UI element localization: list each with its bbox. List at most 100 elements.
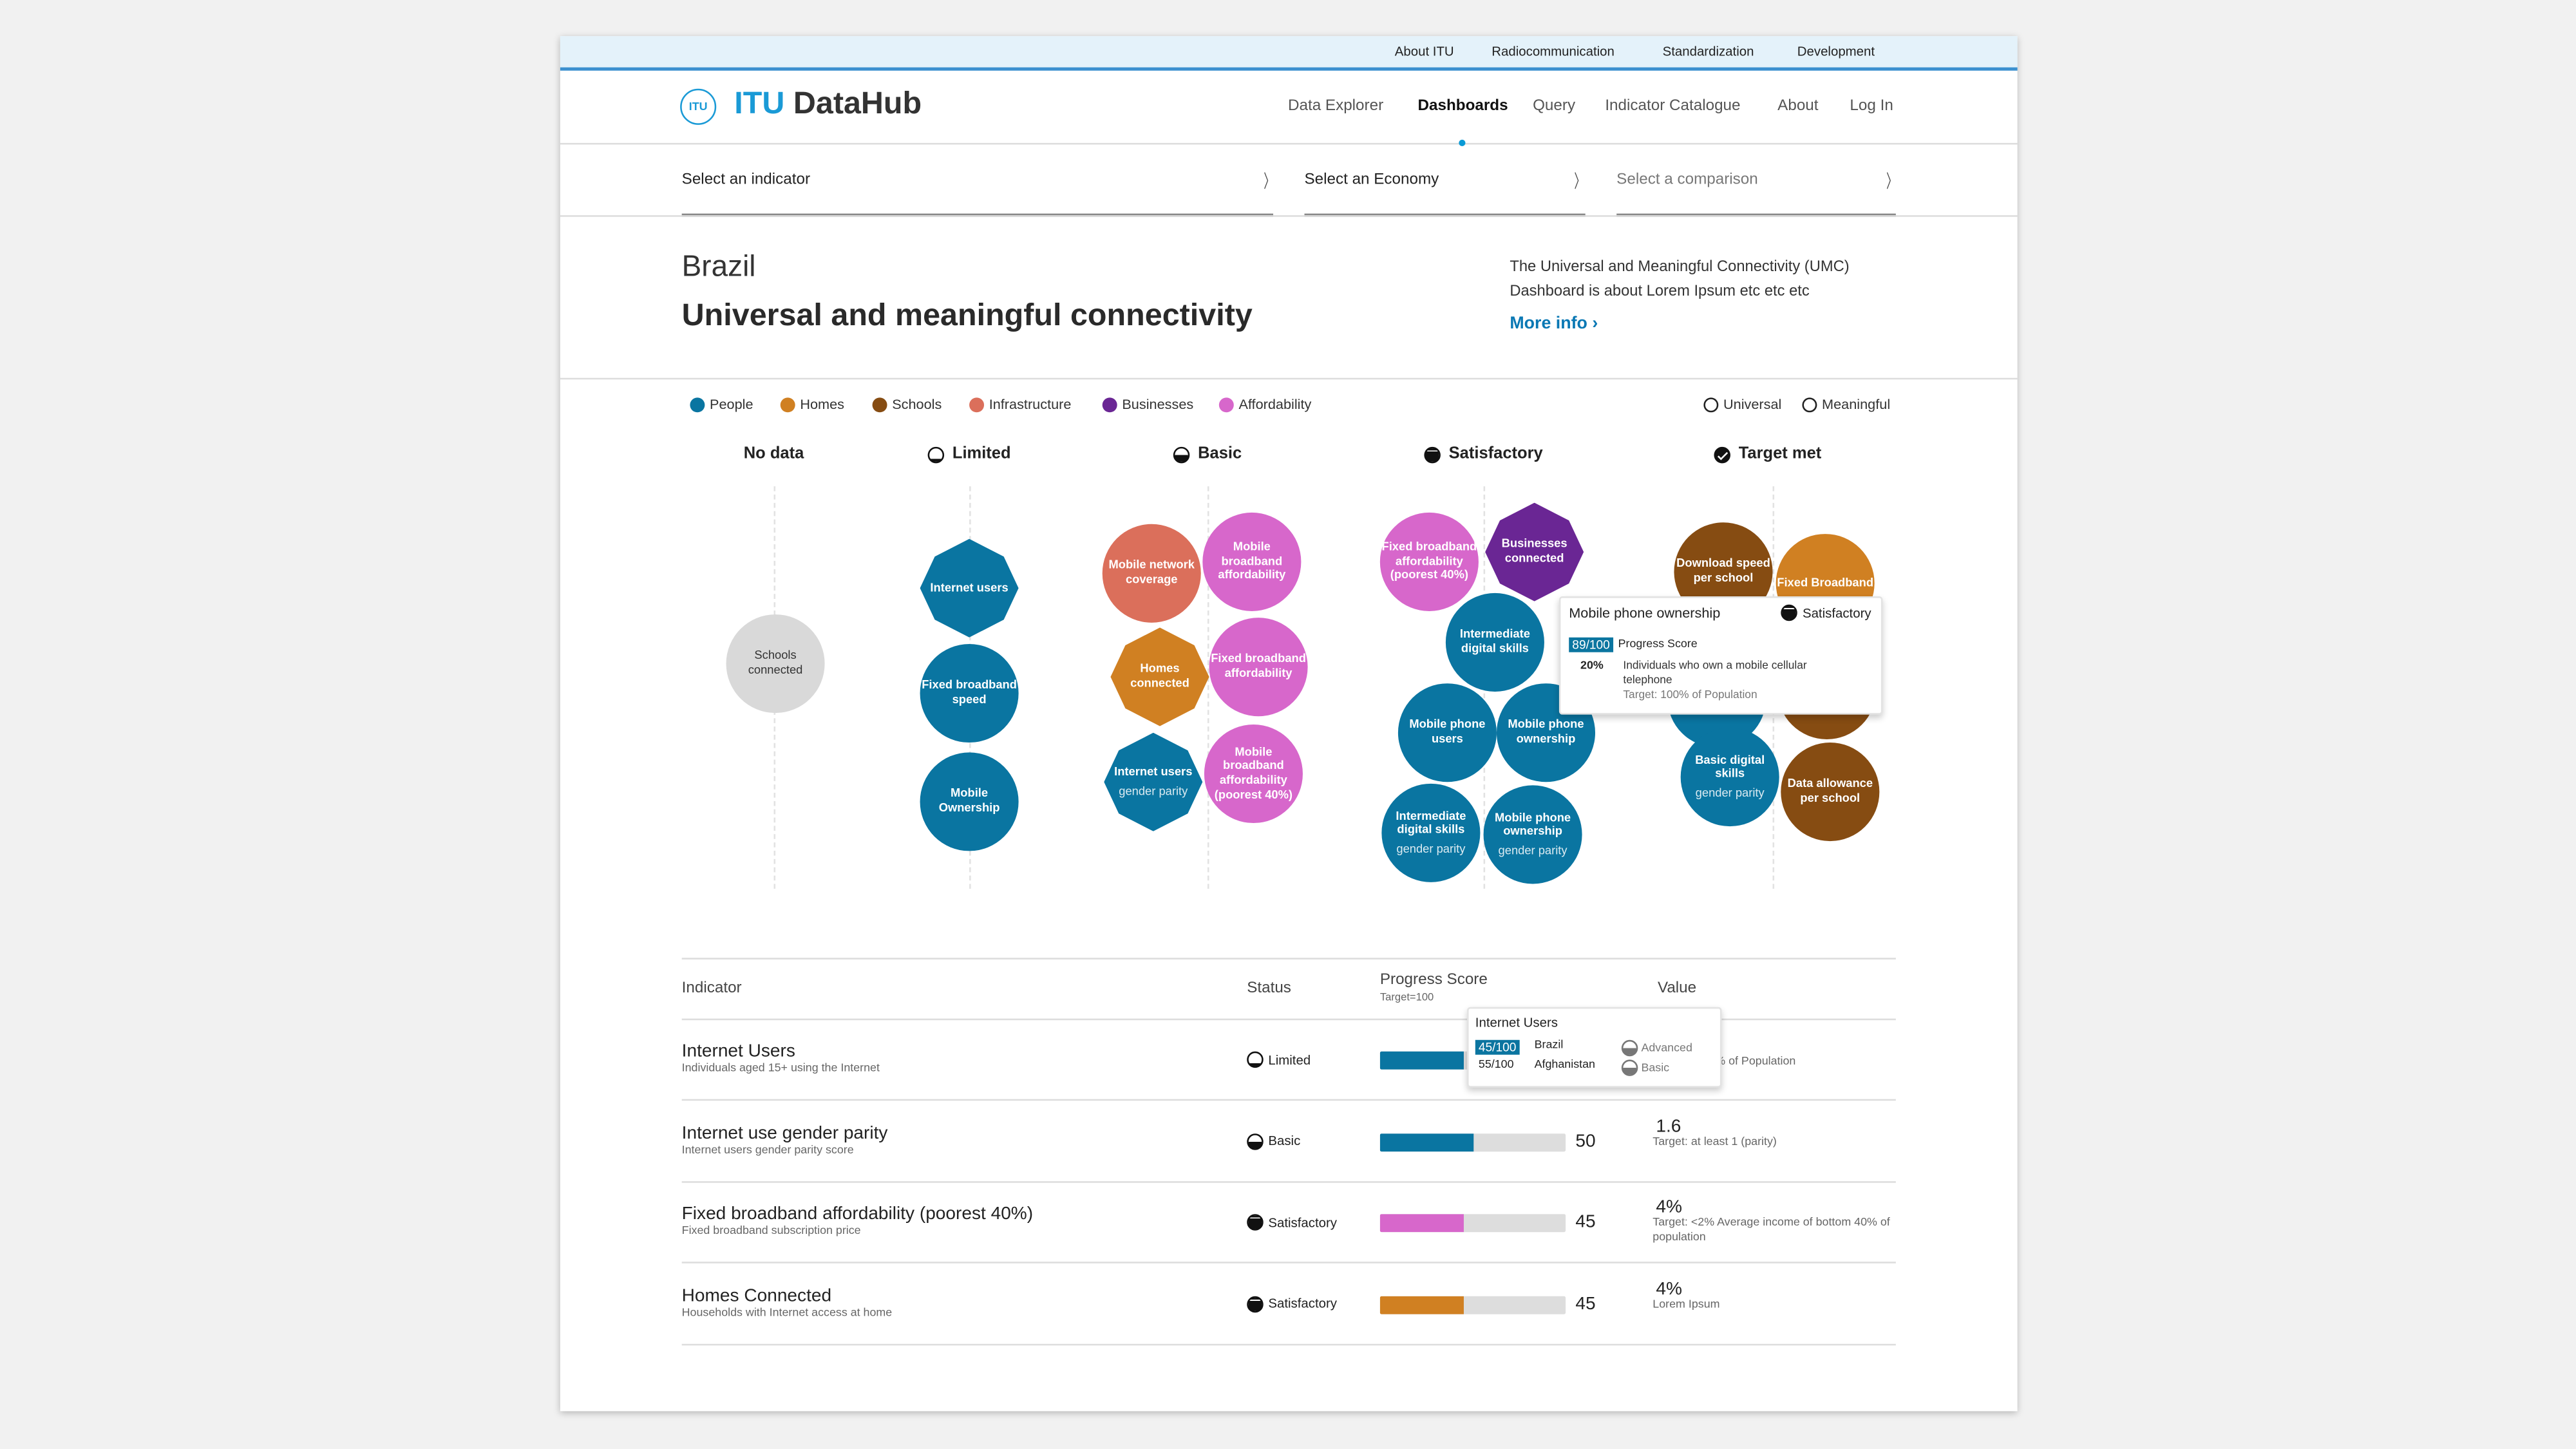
chevron-right-icon[interactable]: 〉 — [1264, 172, 1275, 193]
top-link-radiocommunication[interactable]: Radiocommunication — [1492, 44, 1615, 59]
indicator-select[interactable]: Select an indicator — [681, 171, 811, 189]
tooltip-title: Mobile phone ownership — [1569, 604, 1721, 621]
indicator-name[interactable]: Fixed broadband affordability (poorest 4… — [681, 1204, 1034, 1224]
bubble-label: Basic digital skills — [1695, 752, 1765, 781]
bubble-label: Internet users — [1114, 763, 1193, 779]
legend-item-infrastructure[interactable]: Infrastructure — [969, 396, 1071, 412]
satisfactory-status-icon — [1247, 1214, 1264, 1231]
indicator-bubble[interactable]: Fixed broadband affordability — [1209, 618, 1308, 717]
column-label: Satisfactory — [1448, 445, 1543, 464]
nav-about[interactable]: About — [1777, 97, 1819, 115]
indicator-bubble[interactable]: Data allowance per school — [1781, 743, 1880, 842]
people-dot-icon — [690, 397, 705, 412]
satisfactory-status-icon — [1781, 604, 1798, 621]
bubble-sublabel: gender parity — [1695, 784, 1765, 800]
circle-outline-icon — [1703, 397, 1719, 412]
legend-label: Businesses — [1122, 395, 1194, 413]
indicator-bubble[interactable]: Fixed broadband speed — [920, 643, 1019, 743]
bubble-label: Mobile broadband affordability — [1218, 539, 1286, 582]
nav-log-in[interactable]: Log In — [1850, 97, 1893, 115]
tooltip-row: 55/100 Afghanistan — [1479, 1059, 1595, 1071]
column-header-value[interactable]: Value — [1657, 979, 1697, 998]
indicator-value: 4% — [1656, 1197, 1682, 1218]
indicator-bubble[interactable]: Basic digital skills gender parity — [1680, 728, 1779, 827]
bubble-label: Data allowance per school — [1787, 776, 1873, 805]
target-status-icon — [1714, 446, 1730, 463]
description-line-1: The Universal and Meaningful Connectivit… — [1510, 258, 1850, 275]
indicator-bubble[interactable]: Mobile phone users — [1397, 683, 1497, 782]
brand-datahub: DataHub — [793, 87, 922, 122]
bubble-label: Homes connected — [1130, 661, 1189, 690]
more-info-link[interactable]: More info › — [1510, 314, 1598, 334]
status-cell: Limited — [1247, 1051, 1311, 1068]
chevron-right-icon[interactable]: 〉 — [1574, 172, 1586, 193]
selector-divider — [560, 215, 2018, 217]
legend-label: Affordability — [1238, 395, 1312, 413]
tooltip-score-row: 89/100 Progress Score — [1569, 637, 1698, 652]
legend-label: Schools — [892, 395, 942, 413]
column-header-progress[interactable]: Progress Score — [1379, 971, 1488, 989]
tooltip-target: Target: 100% of Population — [1623, 690, 1757, 702]
indicator-bubble[interactable]: Mobile phone ownership gender parity — [1483, 785, 1582, 884]
legend-meaningful[interactable]: Meaningful — [1802, 396, 1890, 412]
progress-bar — [1379, 1295, 1566, 1314]
top-link-standardization[interactable]: Standardization — [1662, 44, 1754, 59]
brand-name[interactable]: ITU DataHub — [734, 87, 922, 123]
indicator-bubble[interactable]: Mobile Ownership — [920, 752, 1019, 851]
limited-status-icon — [927, 446, 945, 463]
logo-text: ITU — [688, 100, 708, 113]
legend-universal[interactable]: Universal — [1703, 396, 1781, 412]
legend-item-schools[interactable]: Schools — [872, 395, 942, 413]
comparison-select[interactable]: Select a comparison — [1616, 171, 1758, 189]
affordability-dot-icon — [1218, 397, 1234, 412]
itu-logo-icon[interactable]: ITU — [680, 88, 717, 125]
indicator-description: Individuals aged 15+ using the Internet — [681, 1063, 880, 1075]
nav-data-explorer[interactable]: Data Explorer — [1287, 97, 1384, 115]
indicator-name[interactable]: Internet use gender parity — [681, 1122, 888, 1143]
indicator-bubble[interactable]: Schools connected — [726, 614, 825, 714]
basic-status-icon — [1247, 1132, 1264, 1150]
bubble-label: Mobile Ownership — [938, 786, 1000, 815]
legend-item-people[interactable]: People — [690, 396, 753, 412]
homes-dot-icon — [780, 397, 795, 412]
column-header-indicator[interactable]: Indicator — [681, 979, 742, 998]
indicator-select-underline — [681, 213, 1274, 216]
bubble-sublabel: gender parity — [1119, 782, 1188, 798]
column-header-status[interactable]: Status — [1247, 979, 1291, 998]
column-label: Basic — [1198, 445, 1242, 464]
indicator-bubble[interactable]: Mobile network coverage — [1102, 524, 1201, 623]
indicator-name[interactable]: Internet Users — [681, 1041, 795, 1061]
status-label: Satisfactory — [1268, 1215, 1337, 1230]
tooltip-status: Satisfactory — [1781, 604, 1871, 621]
bubble-label: Intermediate digital skills — [1459, 626, 1530, 656]
indicator-name[interactable]: Homes Connected — [681, 1285, 832, 1305]
indicator-bubble[interactable]: Mobile broadband affordability (poorest … — [1204, 724, 1303, 824]
indicator-value: 1.6 — [1656, 1116, 1681, 1137]
nav-query[interactable]: Query — [1533, 97, 1576, 115]
chevron-right-icon[interactable]: 〉 — [1886, 172, 1897, 193]
legend-item-businesses[interactable]: Businesses — [1102, 395, 1194, 413]
legend-item-homes[interactable]: Homes — [780, 396, 844, 412]
column-label: Target met — [1738, 445, 1822, 464]
top-link-development[interactable]: Development — [1797, 44, 1875, 59]
indicator-bubble[interactable]: Intermediate digital skills gender parity — [1381, 783, 1481, 882]
progress-target-note: Target=100 — [1379, 992, 1434, 1004]
bubble-sublabel: gender parity — [1498, 842, 1567, 858]
top-link-about-itu[interactable]: About ITU — [1394, 44, 1454, 59]
indicator-value: 4% — [1656, 1278, 1682, 1299]
economy-select[interactable]: Select an Economy — [1304, 171, 1439, 189]
value-description: Target: at least 1 (parity) — [1653, 1136, 1777, 1148]
bubble-label: Intermediate digital skills — [1396, 808, 1466, 837]
legend-item-affordability[interactable]: Affordability — [1218, 395, 1312, 413]
indicator-description: Fixed broadband subscription price — [681, 1226, 861, 1237]
indicator-bubble[interactable]: Intermediate digital skills — [1445, 592, 1544, 692]
top-bar — [560, 36, 2018, 71]
score-label: Progress Score — [1618, 639, 1698, 651]
active-nav-indicator — [1459, 139, 1466, 147]
nav-dashboards[interactable]: Dashboards — [1417, 97, 1508, 115]
country-name: Brazil — [681, 249, 756, 283]
tooltip-value: 20% — [1580, 660, 1604, 672]
nav-indicator-catalogue[interactable]: Indicator Catalogue — [1605, 97, 1741, 115]
indicator-bubble[interactable]: Mobile broadband affordability — [1202, 512, 1302, 611]
indicator-bubble[interactable]: Fixed broadband affordability (poorest 4… — [1379, 512, 1479, 611]
